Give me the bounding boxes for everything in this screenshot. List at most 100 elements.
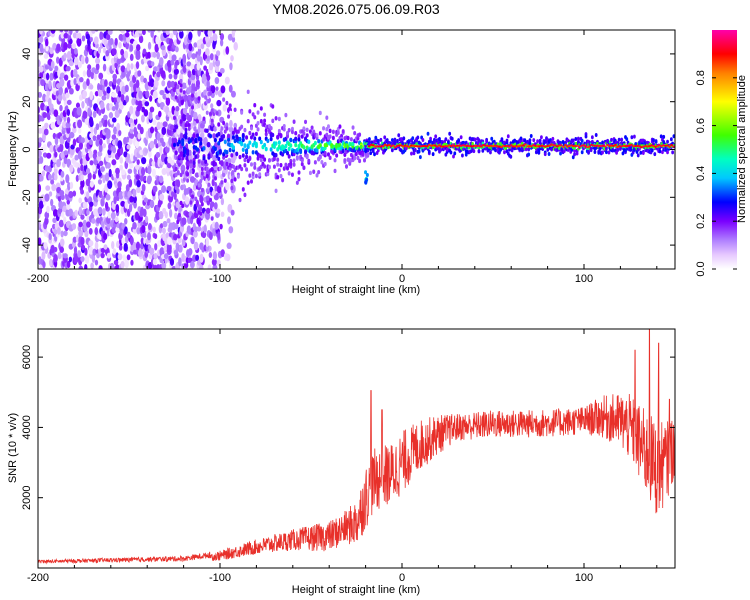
heatmap-cell [82, 90, 88, 98]
heatmap-cell [52, 80, 57, 89]
heatmap-cell [120, 260, 125, 269]
heatmap-cell [71, 223, 77, 230]
heatmap-cell [593, 149, 597, 154]
heatmap-cell [86, 78, 90, 87]
heatmap-cell [149, 140, 155, 149]
heatmap-cell [189, 188, 193, 194]
heatmap-cell [373, 152, 376, 157]
heatmap-cell [89, 90, 94, 101]
heatmap-cell [87, 64, 92, 70]
heatmap-cell [94, 90, 99, 97]
heatmap-cell [417, 149, 421, 154]
heatmap-cell [336, 130, 340, 135]
heatmap-cell [82, 70, 87, 77]
heatmap-cell [268, 158, 272, 163]
heatmap-cell [397, 133, 401, 138]
heatmap-cell [286, 134, 290, 139]
heatmap-cell [219, 39, 224, 47]
heatmap-cell [85, 191, 90, 199]
heatmap-cell [434, 134, 438, 139]
heatmap-cell [96, 217, 101, 224]
heatmap-cell [105, 50, 110, 57]
heatmap-cell [123, 242, 128, 252]
heatmap-cell [80, 137, 86, 144]
heatmap-cell [318, 143, 322, 148]
heatmap-cell [213, 146, 217, 152]
heatmap-cell [200, 171, 204, 176]
heatmap-cell [68, 87, 74, 95]
heatmap-cell [152, 119, 157, 126]
heatmap-cell [220, 180, 224, 185]
heatmap-cell [249, 126, 253, 131]
heatmap-cell [197, 46, 202, 56]
heatmap-cell [144, 215, 149, 224]
heatmap-cell [560, 144, 563, 147]
heatmap-cell [630, 135, 634, 140]
heatmap-cell [233, 107, 237, 112]
heatmap-cell [135, 86, 141, 93]
heatmap-cell [173, 142, 176, 148]
heatmap-cell [106, 128, 111, 136]
heatmap-cell [102, 47, 107, 54]
heatmap-cell [69, 131, 75, 139]
heatmap-cell [109, 38, 114, 45]
heatmap-cell [199, 137, 203, 143]
heatmap-cell [41, 170, 46, 177]
heatmap-cell [189, 169, 193, 174]
heatmap-cell [38, 183, 42, 193]
heatmap-cell [207, 264, 212, 269]
heatmap-cell [174, 166, 178, 172]
heatmap-cell [98, 72, 104, 80]
heatmap-cell [236, 174, 240, 179]
heatmap-cell [320, 160, 324, 165]
heatmap-cell [63, 150, 69, 156]
heatmap-cell [286, 166, 290, 171]
heatmap-cell [53, 209, 59, 217]
heatmap-cell [174, 46, 179, 53]
heatmap-cell [82, 201, 88, 210]
heatmap-cell [253, 102, 257, 108]
heatmap-cell [290, 126, 294, 132]
heatmap-cell [44, 211, 50, 219]
heatmap-cell [89, 160, 94, 166]
heatmap-cell [39, 30, 43, 35]
heatmap-cell [205, 166, 209, 172]
heatmap-cell [135, 49, 141, 58]
heatmap-cell [38, 137, 43, 143]
heatmap-cell [222, 120, 226, 126]
heatmap-cell [181, 203, 185, 209]
heatmap-cell [341, 129, 345, 134]
heatmap-cell [236, 129, 240, 134]
heatmap-cell [80, 179, 85, 188]
heatmap-cell [653, 152, 657, 157]
heatmap-cell [56, 159, 61, 168]
heatmap-cell [426, 131, 430, 136]
heatmap-cell [191, 215, 195, 220]
heatmap-cell [83, 30, 87, 33]
heatmap-cell [302, 145, 306, 150]
heatmap-cell [205, 207, 211, 214]
heatmap-cell [528, 138, 532, 143]
heatmap-cell [199, 56, 203, 66]
heatmap-cell [176, 179, 181, 188]
heatmap-cell [166, 218, 171, 224]
heatmap-cell [233, 122, 238, 129]
heatmap-cell [114, 37, 118, 46]
heatmap-cell [580, 150, 584, 155]
heatmap-cell [197, 183, 201, 188]
heatmap-cell [259, 157, 263, 163]
heatmap-cell [231, 164, 235, 169]
snr-series-line [38, 329, 675, 565]
heatmap-cell [214, 221, 219, 230]
heatmap-cell [223, 178, 227, 183]
heatmap-cell [509, 154, 513, 159]
heatmap-cell [564, 143, 567, 147]
heatmap-cell [73, 56, 79, 66]
heatmap-cell [137, 70, 142, 77]
heatmap-cell [88, 150, 93, 159]
heatmap-cell [147, 60, 153, 66]
heatmap-cell [225, 161, 229, 167]
heatmap-cell [137, 30, 143, 34]
heatmap-cell [129, 53, 134, 62]
heatmap-cell [196, 62, 201, 71]
